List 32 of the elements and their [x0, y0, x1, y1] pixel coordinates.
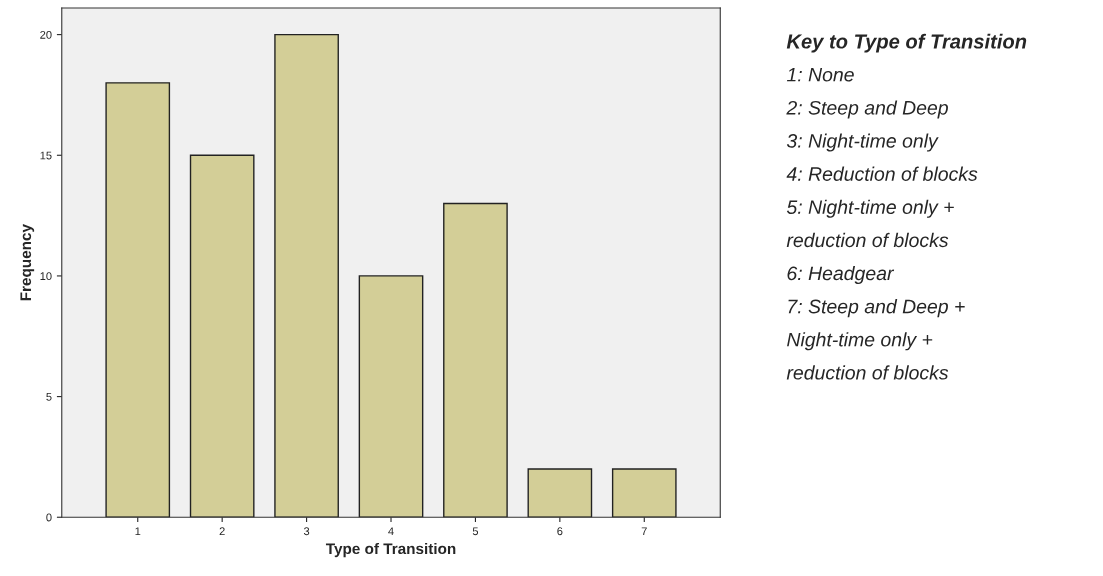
text: 4: Reduction of blocks — [786, 166, 978, 181]
x-axis-title: Type of Transition — [325, 542, 456, 558]
bar — [105, 82, 171, 518]
x-tick-label: 5 — [472, 527, 479, 536]
text: 7: Steep and Deep + — [788, 299, 965, 318]
bar — [527, 468, 593, 518]
text: reduction of blocks — [786, 365, 949, 380]
text: 3: Night-time only — [786, 133, 939, 152]
x-tick-label: 3 — [303, 527, 310, 536]
x-tick-label: 4 — [388, 527, 394, 536]
bar — [611, 468, 677, 518]
x-tick-label: 1 — [135, 527, 141, 536]
bar — [443, 202, 508, 518]
text: Key to Type of Transition — [786, 33, 1027, 53]
text: 6: Headgear — [787, 265, 895, 285]
text: 5: Night-time only + — [786, 199, 954, 218]
y-tick-label: 10 — [40, 272, 52, 281]
y-tick-label: 5 — [46, 392, 52, 401]
bar — [358, 275, 424, 518]
text: 2: Steep and Deep — [786, 100, 948, 119]
x-tick-label: 7 — [641, 527, 647, 536]
y-tick-label: 20 — [40, 30, 52, 39]
y-tick-label: 0 — [46, 513, 52, 522]
text: 1: None — [786, 67, 854, 82]
bar — [189, 154, 255, 518]
x-tick-label: 6 — [557, 527, 563, 536]
y-axis-title: Frequency — [20, 224, 35, 301]
x-tick-label: 2 — [219, 527, 225, 536]
text: Night-time only + — [787, 332, 933, 351]
y-tick-label: 15 — [40, 151, 52, 160]
text: reduction of blocks — [786, 232, 949, 248]
bar — [274, 33, 339, 518]
